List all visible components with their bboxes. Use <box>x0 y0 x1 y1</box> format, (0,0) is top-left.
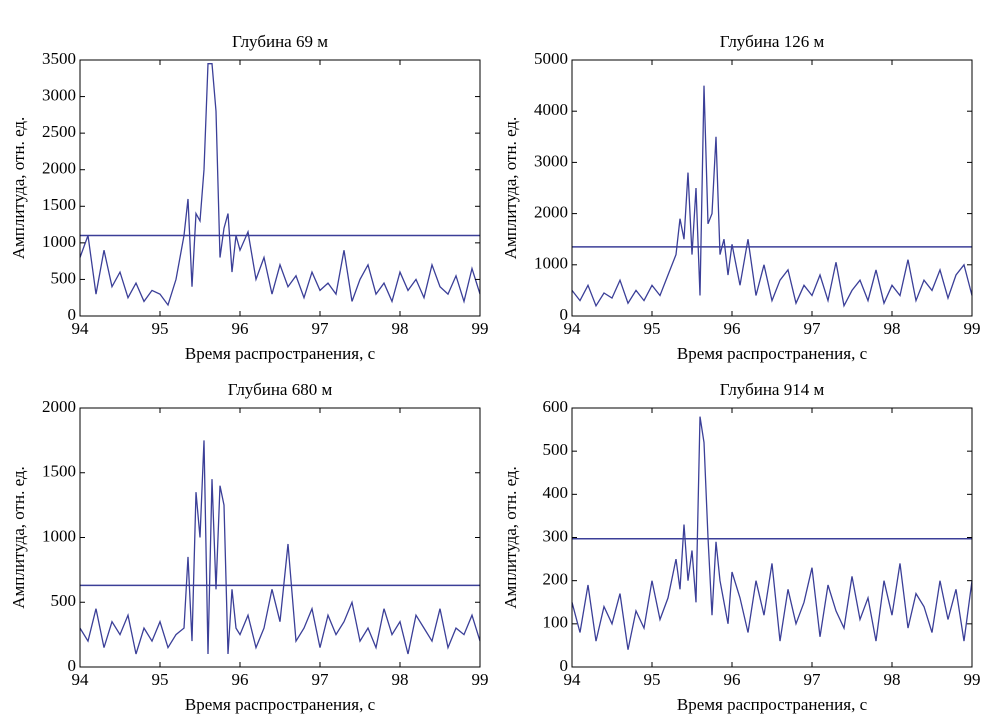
x-tick-label: 99 <box>964 670 981 689</box>
x-tick-label: 97 <box>312 670 330 689</box>
x-tick-label: 95 <box>644 670 661 689</box>
x-tick-label: 95 <box>152 670 169 689</box>
y-tick-label: 2000 <box>42 159 76 178</box>
y-tick-label: 1000 <box>42 232 76 251</box>
x-tick-label: 94 <box>564 319 582 338</box>
x-tick-label: 96 <box>724 670 741 689</box>
y-tick-label: 500 <box>543 440 569 459</box>
x-tick-label: 98 <box>392 670 409 689</box>
x-tick-label: 97 <box>804 319 822 338</box>
y-tick-label: 200 <box>543 570 569 589</box>
x-tick-label: 94 <box>564 670 582 689</box>
y-tick-label: 400 <box>543 483 569 502</box>
x-tick-label: 97 <box>804 670 822 689</box>
plot-title: Глубина 69 м <box>232 32 328 51</box>
x-tick-label: 99 <box>472 670 489 689</box>
y-tick-label: 1500 <box>42 462 76 481</box>
x-tick-label: 95 <box>644 319 661 338</box>
x-axis-label: Время распространения, с <box>185 695 376 714</box>
x-tick-label: 98 <box>884 670 901 689</box>
y-axis-label: Амплитуда, отн. ед. <box>501 117 520 260</box>
y-tick-label: 0 <box>560 656 569 675</box>
x-tick-label: 95 <box>152 319 169 338</box>
y-tick-label: 1500 <box>42 195 76 214</box>
y-tick-label: 1000 <box>42 526 76 545</box>
y-tick-label: 100 <box>543 613 569 632</box>
x-tick-label: 97 <box>312 319 330 338</box>
y-tick-label: 0 <box>68 656 77 675</box>
y-tick-label: 1000 <box>534 254 568 273</box>
x-tick-label: 96 <box>232 319 249 338</box>
plot-frame <box>571 59 973 317</box>
plot-title: Глубина 126 м <box>720 32 825 51</box>
y-axis-label: Амплитуда, отн. ед. <box>9 466 28 609</box>
signal-line <box>79 63 481 307</box>
y-tick-label: 2500 <box>42 122 76 141</box>
plot-frame <box>79 59 481 317</box>
plot-title: Глубина 680 м <box>228 380 333 399</box>
y-tick-label: 500 <box>51 268 77 287</box>
x-tick-label: 99 <box>964 319 981 338</box>
signal-line <box>571 85 973 308</box>
y-tick-label: 600 <box>543 397 569 416</box>
y-tick-label: 2000 <box>534 203 568 222</box>
y-tick-label: 0 <box>560 305 569 324</box>
signal-line <box>571 416 973 650</box>
x-tick-label: 94 <box>72 670 90 689</box>
x-axis-label: Время распространения, с <box>677 344 868 363</box>
y-tick-label: 500 <box>51 591 77 610</box>
y-axis-label: Амплитуда, отн. ед. <box>501 466 520 609</box>
x-axis-label: Время распространения, с <box>185 344 376 363</box>
y-tick-label: 2000 <box>42 397 76 416</box>
y-tick-label: 3000 <box>534 151 568 170</box>
x-tick-label: 98 <box>392 319 409 338</box>
x-axis-label: Время распространения, с <box>677 695 868 714</box>
y-axis-label: Амплитуда, отн. ед. <box>9 117 28 260</box>
x-tick-label: 99 <box>472 319 489 338</box>
x-tick-label: 96 <box>724 319 741 338</box>
y-tick-label: 5000 <box>534 49 568 68</box>
x-tick-label: 96 <box>232 670 249 689</box>
y-tick-label: 4000 <box>534 100 568 119</box>
y-tick-label: 3000 <box>42 85 76 104</box>
plot-frame <box>79 407 481 668</box>
y-tick-label: 0 <box>68 305 77 324</box>
signal-line <box>79 440 481 655</box>
y-tick-label: 300 <box>543 526 569 545</box>
y-tick-label: 3500 <box>42 49 76 68</box>
plot-title: Глубина 914 м <box>720 380 825 399</box>
x-tick-label: 94 <box>72 319 90 338</box>
x-tick-label: 98 <box>884 319 901 338</box>
